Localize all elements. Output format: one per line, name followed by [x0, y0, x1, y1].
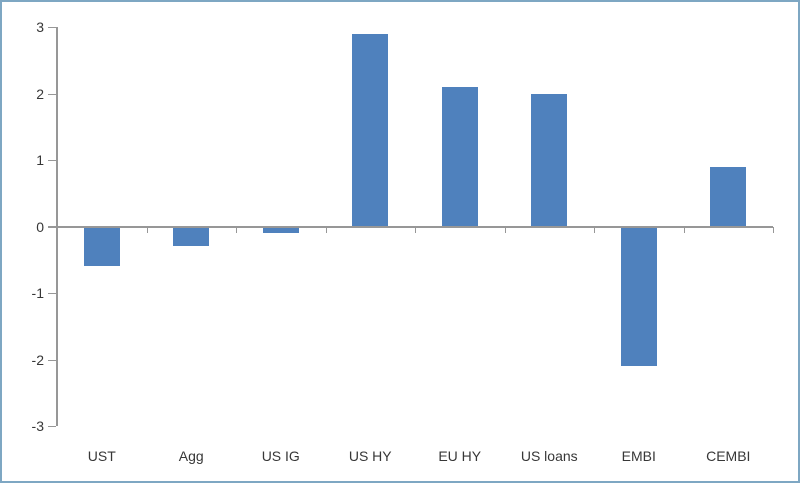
x-tick: [594, 226, 595, 233]
bar-ust: [83, 226, 120, 267]
bar-us-ig: [262, 226, 299, 234]
bar-us-hy: [352, 33, 389, 227]
y-tick-label: 1: [36, 152, 44, 168]
x-category-label: US HY: [348, 448, 392, 464]
x-category-label: CEMBI: [706, 448, 751, 464]
x-tick: [773, 226, 774, 233]
y-tick: [48, 160, 56, 161]
y-tick: [48, 426, 56, 427]
y-tick: [48, 226, 56, 228]
bar-embi: [620, 226, 657, 367]
x-category-label: UST: [87, 448, 116, 464]
y-tick: [48, 359, 56, 361]
x-category-label: Agg: [178, 448, 204, 464]
x-tick: [415, 226, 416, 233]
y-tick-label: 2: [36, 85, 44, 102]
x-category-label: US IG: [261, 448, 300, 464]
x-tick: [236, 226, 237, 233]
y-tick-label: 3: [36, 19, 44, 35]
x-tick: [683, 226, 685, 233]
x-tick: [325, 226, 327, 233]
x-category-label: US loans: [520, 448, 578, 464]
y-tick: [48, 293, 56, 294]
y-tick-label: 0: [36, 218, 44, 235]
x-tick: [146, 226, 148, 233]
bar-eu-hy: [441, 86, 478, 227]
y-tick: [48, 93, 56, 95]
x-axis-zero-line: [48, 225, 773, 228]
bar-cembi: [710, 166, 747, 227]
x-category-label: EU HY: [438, 448, 482, 464]
y-tick-label: -3: [31, 418, 44, 434]
y-tick-label: -2: [31, 351, 44, 368]
x-tick: [57, 226, 58, 233]
bar-us-loans: [531, 93, 568, 227]
y-tick: [48, 27, 56, 28]
bar-agg: [173, 226, 210, 247]
x-tick: [504, 226, 506, 233]
y-tick-label: -1: [31, 285, 44, 301]
x-category-label: EMBI: [621, 448, 656, 464]
